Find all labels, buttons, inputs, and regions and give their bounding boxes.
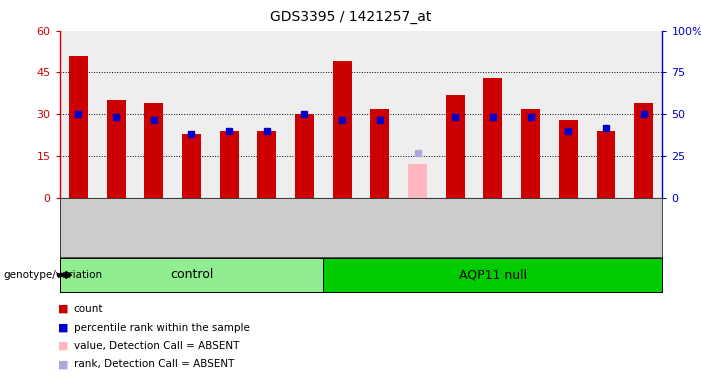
Bar (597, 131, 615, 198)
Bar (408, 164, 427, 198)
Text: percentile rank within the sample: percentile rank within the sample (74, 323, 250, 333)
Bar (370, 109, 389, 198)
Text: ■: ■ (58, 304, 68, 314)
Bar (144, 103, 163, 198)
Bar (182, 134, 201, 198)
Bar (559, 120, 578, 198)
Bar (446, 95, 465, 198)
Text: GDS3395 / 1421257_at: GDS3395 / 1421257_at (270, 10, 431, 23)
Text: control: control (170, 268, 213, 281)
Text: rank, Detection Call = ABSENT: rank, Detection Call = ABSENT (74, 359, 234, 369)
Bar (484, 78, 503, 198)
Text: value, Detection Call = ABSENT: value, Detection Call = ABSENT (74, 341, 239, 351)
Bar (333, 61, 352, 198)
Text: ■: ■ (58, 341, 68, 351)
Text: count: count (74, 304, 103, 314)
Text: ■: ■ (58, 359, 68, 369)
Bar (634, 103, 653, 198)
Text: ■: ■ (58, 323, 68, 333)
Text: AQP11 null: AQP11 null (459, 268, 527, 281)
Bar (69, 56, 88, 198)
Bar (257, 131, 276, 198)
Text: genotype/variation: genotype/variation (4, 270, 102, 280)
Bar (521, 109, 540, 198)
Bar (107, 100, 125, 198)
Bar (219, 131, 238, 198)
Bar (295, 114, 314, 198)
